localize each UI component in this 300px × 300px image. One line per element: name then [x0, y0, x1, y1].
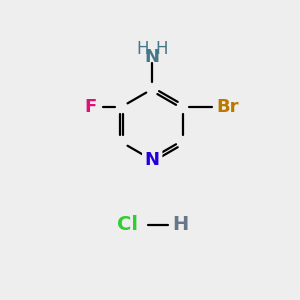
Text: Br: Br — [217, 98, 239, 116]
Text: N: N — [145, 48, 160, 66]
Text: H: H — [155, 40, 168, 58]
Text: Cl: Cl — [117, 215, 138, 234]
Text: F: F — [85, 98, 97, 116]
Text: N: N — [145, 151, 160, 169]
Text: H: H — [172, 215, 188, 234]
Text: H: H — [137, 40, 149, 58]
